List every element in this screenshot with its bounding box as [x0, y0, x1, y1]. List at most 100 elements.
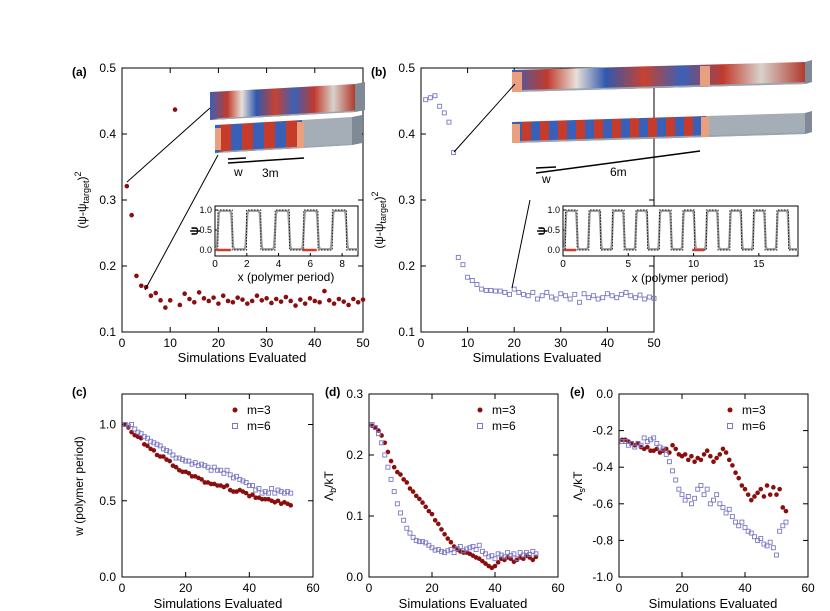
data-point — [145, 443, 150, 449]
legend-label: m=6 — [247, 419, 271, 433]
data-point — [720, 505, 726, 510]
data-point — [167, 449, 173, 455]
data-point — [259, 298, 265, 303]
data-point — [777, 486, 782, 492]
callout-line — [453, 83, 516, 153]
data-point — [173, 455, 179, 461]
x-ticks: 0 20 40 60 — [119, 394, 320, 595]
data-point — [469, 278, 475, 283]
data-point — [720, 446, 726, 452]
data-point — [651, 295, 657, 301]
panel-b-chart: 0 10 20 30 40 50 0.10.20.30.40.5 Simulations … — [370, 60, 812, 365]
data-point — [544, 289, 550, 295]
data-point — [695, 486, 701, 492]
plot-frame — [121, 393, 314, 578]
inset-y-tick-label: 0.5 — [199, 225, 212, 235]
y-ticks: 0.0 0.5 1.0 — [99, 418, 313, 584]
x-tick-label: 40 — [488, 581, 502, 595]
y-tick-label: 0.2 — [99, 259, 116, 273]
data-point — [646, 294, 652, 300]
scale-bar-length — [535, 150, 701, 174]
data-point — [157, 443, 163, 449]
data-point — [645, 444, 650, 450]
data-point — [245, 301, 250, 306]
data-point — [170, 452, 176, 458]
data-point — [224, 483, 230, 488]
x-tick-label: 20 — [212, 336, 226, 350]
callout-line — [144, 154, 219, 291]
data-point — [749, 497, 754, 503]
data-point — [553, 296, 559, 302]
data-point — [742, 486, 748, 492]
data-point — [410, 489, 416, 494]
y-tick-label: -0.8 — [592, 533, 613, 547]
data-point — [437, 103, 443, 109]
data-point — [215, 467, 220, 473]
data-point — [492, 556, 498, 562]
data-point — [230, 475, 236, 481]
data-point — [376, 431, 381, 437]
data-point — [755, 490, 760, 496]
data-point — [195, 463, 201, 469]
x-ticks: 0 10 20 30 40 50 — [418, 68, 661, 350]
data-point — [148, 438, 154, 444]
data-point — [483, 287, 489, 293]
data-point — [288, 298, 294, 304]
x-tick-label: 40 — [308, 336, 322, 350]
inset-x-tick-label: 0 — [560, 259, 566, 270]
data-point — [442, 532, 447, 537]
data-point — [714, 455, 719, 461]
panel-label-a: (a) — [72, 65, 87, 79]
y-ticks: 0.1 0.2 0.3 0.4 0.5 — [398, 61, 654, 339]
inset-x-label: x (polymer period) — [632, 271, 729, 285]
x-tick-label: 50 — [647, 336, 661, 350]
data-point — [167, 458, 173, 464]
data-point — [138, 283, 144, 289]
y-tick-label: 0.4 — [398, 127, 415, 141]
x-ticks: 0 20 40 60 — [616, 394, 815, 595]
data-point — [483, 551, 488, 557]
data-point — [511, 551, 517, 557]
data-point — [493, 288, 499, 294]
data-point — [382, 452, 388, 458]
data-point — [670, 468, 675, 474]
data-point — [761, 494, 767, 499]
data-point — [525, 293, 531, 299]
legend: m=3m=6 — [232, 403, 271, 433]
data-point — [221, 470, 227, 476]
data-point — [225, 298, 231, 304]
data-point — [183, 458, 189, 464]
x-tick-label: 30 — [260, 336, 274, 350]
data-point — [173, 464, 179, 470]
data-point — [654, 440, 660, 446]
data-point — [254, 293, 260, 299]
data-point — [467, 545, 473, 551]
data-point — [723, 510, 729, 516]
data-point — [259, 490, 265, 496]
data-point — [660, 446, 666, 452]
data-point — [711, 459, 716, 465]
data-point — [134, 273, 139, 279]
data-point — [426, 508, 432, 514]
data-point — [539, 293, 545, 299]
data-point — [385, 449, 391, 455]
data-point — [604, 291, 610, 297]
inset-x-tick-label: 6 — [308, 259, 314, 270]
y-tick-label: 0.5 — [99, 61, 116, 75]
y-tick-label: 0.0 — [596, 387, 613, 401]
data-point — [240, 478, 246, 484]
x-tick-label: 50 — [356, 336, 370, 350]
data-point — [505, 550, 511, 556]
data-point — [464, 546, 470, 552]
data-point — [404, 480, 410, 485]
data-point — [429, 511, 435, 517]
data-point — [558, 291, 564, 297]
y-tick-label: -0.2 — [592, 424, 613, 438]
data-point — [641, 435, 647, 441]
data-point — [129, 212, 134, 218]
data-point — [488, 287, 494, 293]
x-tick-label: 30 — [554, 336, 568, 350]
data-point — [530, 557, 536, 563]
data-point — [250, 492, 255, 497]
data-point — [125, 423, 131, 429]
